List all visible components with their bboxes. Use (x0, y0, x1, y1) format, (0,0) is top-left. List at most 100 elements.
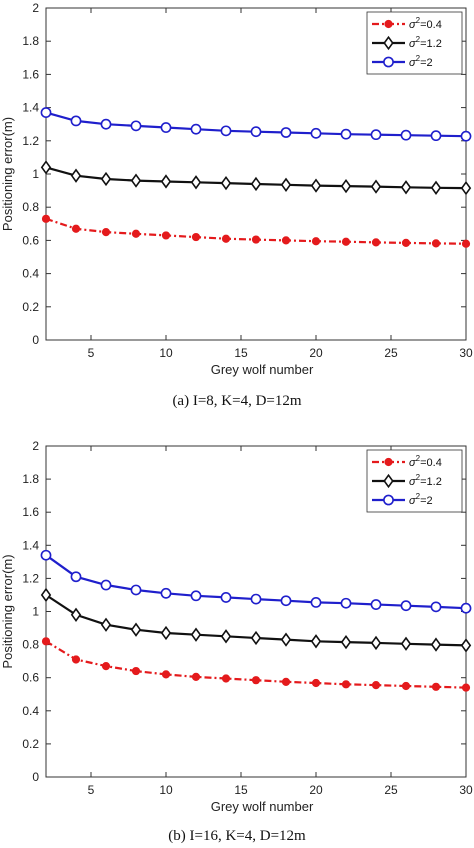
data-point (370, 179, 382, 194)
data-point (460, 130, 472, 142)
data-point (250, 593, 262, 605)
chart-panel-b: 00.20.40.60.811.21.41.61.825 10 15 20 25 30Gr… (0, 439, 473, 844)
legend-marker (384, 457, 393, 467)
data-point (430, 601, 442, 613)
data-point (70, 571, 82, 583)
data-point (401, 681, 411, 691)
data-point (400, 636, 412, 651)
data-point (40, 587, 52, 603)
data-point (250, 176, 262, 192)
y-tick-label: 1.4 (22, 101, 39, 115)
x-axis-label: Grey wolf number (211, 799, 314, 814)
data-point (310, 178, 322, 193)
data-point (281, 236, 291, 245)
data-point (340, 597, 352, 609)
data-point (460, 180, 472, 196)
series-circle (40, 549, 472, 614)
series-dot (41, 637, 471, 692)
data-point (340, 634, 352, 650)
y-tick-label: 0 (32, 770, 39, 784)
data-point (280, 595, 292, 607)
data-point (280, 632, 292, 647)
y-axis-label: Positioning error(m) (0, 117, 15, 231)
data-point (311, 678, 321, 688)
data-point (400, 129, 412, 141)
data-point (131, 666, 141, 676)
x-axis-label: Grey wolf number (211, 362, 314, 377)
data-point (431, 239, 441, 248)
x-tick-label: 5 (88, 783, 95, 797)
data-point (41, 214, 51, 223)
data-point (311, 237, 321, 246)
data-point (161, 231, 171, 240)
data-point (341, 680, 351, 689)
data-point (40, 549, 52, 561)
data-point (280, 127, 292, 138)
data-point (101, 662, 111, 671)
data-point (250, 630, 262, 646)
x-tick-label: 10 (159, 346, 173, 360)
y-tick-label: 2 (32, 439, 39, 453)
data-point (220, 629, 232, 644)
legend-entry: σ2=1.2 (409, 473, 442, 488)
legend-marker (383, 473, 394, 489)
legend-marker (383, 35, 394, 51)
data-point (130, 173, 142, 188)
data-point (190, 175, 202, 190)
y-tick-label: 1.2 (22, 571, 39, 585)
data-point (341, 237, 351, 246)
chart-panel-a: 00.20.40.60.811.21.41.61.825 10 15 20 25 30Gr… (0, 1, 473, 409)
data-point (371, 681, 381, 690)
y-tick-label: 1.4 (22, 538, 39, 552)
legend-entry: σ2=0.4 (409, 454, 442, 469)
data-point (310, 634, 322, 649)
data-point (220, 125, 232, 137)
data-point (310, 596, 322, 608)
data-point (250, 126, 262, 138)
data-point (431, 682, 441, 691)
data-point (280, 177, 292, 192)
y-axis-label: Positioning error(m) (0, 554, 15, 668)
data-point (370, 635, 382, 651)
y-tick-label: 1.6 (22, 67, 39, 81)
data-point (191, 672, 201, 681)
x-tick-label: 15 (234, 783, 248, 797)
y-tick-label: 0.4 (22, 267, 39, 281)
data-point (100, 617, 112, 632)
data-point (100, 579, 112, 591)
data-point (461, 239, 471, 248)
series-diamond (40, 587, 472, 653)
x-tick-label: 20 (309, 783, 323, 797)
y-tick-label: 0.6 (22, 233, 39, 247)
data-point (101, 228, 111, 237)
data-point (40, 107, 52, 118)
y-tick-label: 0.8 (22, 638, 39, 652)
data-point (281, 677, 291, 686)
legend-entry: σ2=2 (409, 54, 433, 69)
y-tick-label: 0.6 (22, 671, 39, 685)
data-point (160, 625, 172, 641)
data-point (461, 683, 471, 692)
x-tick-label: 20 (309, 346, 323, 360)
data-point (161, 670, 171, 679)
y-tick-label: 2 (32, 1, 39, 15)
data-point (190, 123, 202, 135)
figure-caption: (a) I=8, K=4, D=12m (172, 393, 301, 409)
data-point (131, 229, 141, 238)
data-point (130, 622, 142, 637)
data-point (160, 122, 172, 133)
x-tick-label: 30 (459, 346, 473, 360)
y-tick-label: 1.8 (22, 472, 39, 486)
data-point (430, 180, 442, 195)
y-tick-label: 0.2 (22, 737, 39, 751)
y-tick-label: 1 (32, 167, 39, 181)
data-point (460, 602, 472, 614)
data-point (71, 655, 81, 664)
y-tick-label: 0 (32, 333, 39, 347)
data-point (160, 174, 172, 189)
y-tick-label: 1.2 (22, 134, 39, 148)
x-tick-label: 30 (459, 783, 473, 797)
legend-marker (383, 494, 394, 506)
x-tick-label: 25 (384, 783, 398, 797)
data-point (430, 637, 442, 652)
